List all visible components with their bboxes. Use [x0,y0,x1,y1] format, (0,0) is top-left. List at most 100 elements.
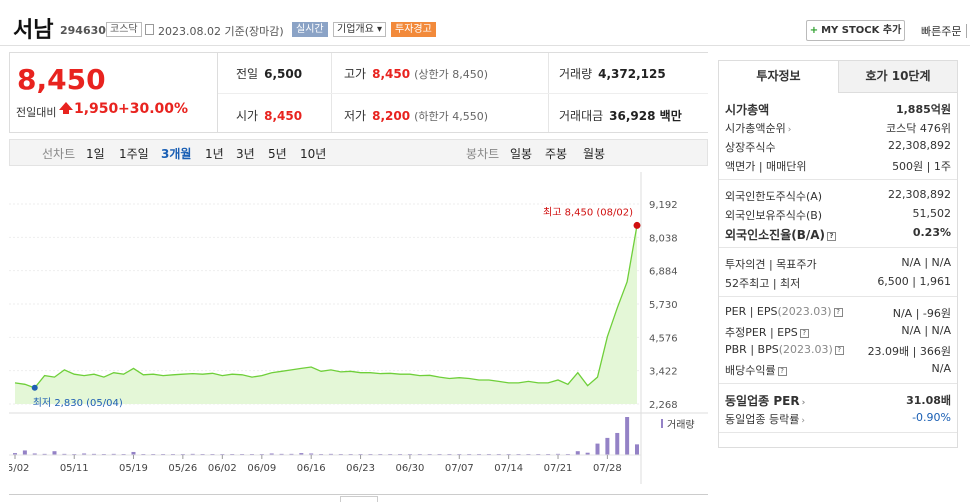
info-label: 동일업종 PER › [725,392,805,409]
low-marker [31,384,38,391]
realtime-button[interactable]: 실시간 [292,22,328,37]
high-label: 최고 8,450 (08/02) [543,206,633,218]
tab-hoga-10[interactable]: 호가 10단계 [838,61,957,93]
lower-limit: (하한가 4,550) [414,110,488,123]
volume-bar [269,453,274,455]
info-label: 액면가 | 매매단위 [725,158,807,174]
price-area [15,225,637,404]
volume-bar [279,453,284,455]
help-icon[interactable]: ? [833,308,843,317]
divider [331,53,332,132]
invest-info-list: 시가총액 1,885억원 시가총액순위 › 코스닥 476위 상장주식수 22,308,89… [719,93,957,433]
corp-info-dropdown[interactable]: 기업개요 ▾ [333,22,386,37]
info-row[interactable]: 동일업종 PER › 31.08배 [725,390,951,409]
info-label-text: PBR | BPS [725,343,779,356]
info-value: 22,308,892 [888,188,951,201]
x-tick-label: 07/21 [544,463,573,474]
info-row: 외국인한도주식수(A) 22,308,892 [725,186,951,205]
x-tick-label: 07/07 [445,463,474,474]
high-price: 고가 8,450 (상한가 8,450) [344,65,488,82]
period-3y[interactable]: 3년 [236,147,255,161]
period-1y[interactable]: 1년 [205,147,224,161]
chevron-right-icon: › [801,416,805,426]
info-value: 코스닥 476위 [886,122,951,135]
y-tick-label: 9,192 [649,200,678,211]
high-value: 8,450 [372,67,411,81]
volume-bar [32,453,37,455]
candle-chart-label: 봉차트 [466,147,500,161]
info-label: PER | EPS(2023.03)? [725,305,843,318]
quote-grid: 전일 6,500 고가 8,450 (상한가 8,450) 거래량 4,372,125 … [218,52,708,133]
warning-badge: 투자경고 [391,22,436,37]
x-tick-label: 05/11 [60,463,89,474]
quick-order-button[interactable]: 빠른주문 [921,25,962,38]
volume-bar [585,452,590,455]
upper-limit: (상한가 8,450) [414,68,488,81]
help-icon[interactable]: ? [834,346,844,355]
x-tick-label: 07/28 [593,463,622,474]
info-value: 1,885억원 [895,103,951,116]
volume: 거래량 4,372,125 [559,65,666,82]
period-5y[interactable]: 5년 [268,147,287,161]
help-icon[interactable]: ? [827,232,837,241]
period-1d[interactable]: 1일 [86,147,105,161]
info-value: N/A [931,362,951,375]
help-icon[interactable]: ? [777,367,787,376]
amount-label: 거래대금 [559,109,604,123]
info-row[interactable]: 동일업종 등락률 › -0.90% [725,409,951,428]
period-3m[interactable]: 3개월 [161,147,192,161]
info-row[interactable]: 시가총액순위 › 코스닥 476위 [725,118,951,137]
info-label-text: 배당수익률 [725,364,776,377]
volume-bar [556,453,561,455]
info-row: 추정PER | EPS? N/A | N/A [725,322,951,341]
info-label: 52주최고 | 최저 [725,275,800,291]
info-value: 31.08배 [906,394,951,407]
period-1w[interactable]: 1주일 [119,147,149,161]
period-10y[interactable]: 10년 [300,147,327,161]
info-label-text: PER | EPS [725,305,778,318]
volume-bar [635,444,639,455]
divider [218,93,708,94]
info-label: 외국인한도주식수(A) [725,188,822,204]
current-price: 8,450 [17,63,106,96]
info-label-text: 동일업종 PER [725,394,800,408]
info-label: 동일업종 등락률 › [725,411,805,427]
prev-close-value: 6,500 [264,67,303,81]
tab-invest-info[interactable]: 투자정보 [719,61,838,93]
price-summary: 8,450 전일대비 1,950 +30.00% [9,52,218,133]
volume-bar [575,451,580,455]
candle-weekly[interactable]: 주봉 [545,147,568,161]
info-row: 상장주식수 22,308,892 [725,137,951,156]
trade-amount: 거래대금 36,928 백만 [559,107,682,124]
candle-monthly[interactable]: 월봉 [583,147,606,161]
y-tick-label: 6,884 [649,267,678,278]
info-section: 투자의견 | 목표주가 N/A | N/A 52주최고 | 최저 6,500 | 1,… [719,248,957,297]
stock-code: 294630 [60,24,106,37]
volume-bar [13,453,17,455]
resize-handle[interactable] [340,496,378,502]
candle-daily[interactable]: 일봉 [510,147,533,161]
info-row: 외국인소진율(B/A)? 0.23% [725,224,951,243]
chevron-right-icon: › [787,125,792,135]
volume-bar [299,453,304,455]
info-label: 시가총액순위 › [725,120,791,136]
info-value: N/A | N/A [901,324,951,337]
info-row: 외국인보유주식수(B) 51,502 [725,205,951,224]
info-value: N/A | N/A [901,256,951,269]
low-label: 최저 2,830 (05/04) [33,397,123,409]
stock-header: 서남 294630 코스닥 2023.08.02 기준(장마감) 실시간 기업개… [0,0,970,46]
volume-bar [42,453,47,455]
help-icon[interactable]: ? [799,329,809,338]
info-label-text: 추정PER | EPS [725,326,798,339]
info-row: PER | EPS(2023.03)? N/A | -96원 [725,303,951,322]
x-tick-label: 06/30 [396,463,425,474]
y-tick-label: 8,038 [649,233,678,244]
volume-bar [289,453,294,455]
change-value: 1,950 [74,101,119,117]
plus-icon: + [809,25,819,36]
add-mystock-button[interactable]: + MY STOCK 추가 [806,20,905,41]
volume-bar [62,453,67,455]
add-mystock-label: MY STOCK 추가 [821,25,902,36]
volume-bar [309,453,314,455]
